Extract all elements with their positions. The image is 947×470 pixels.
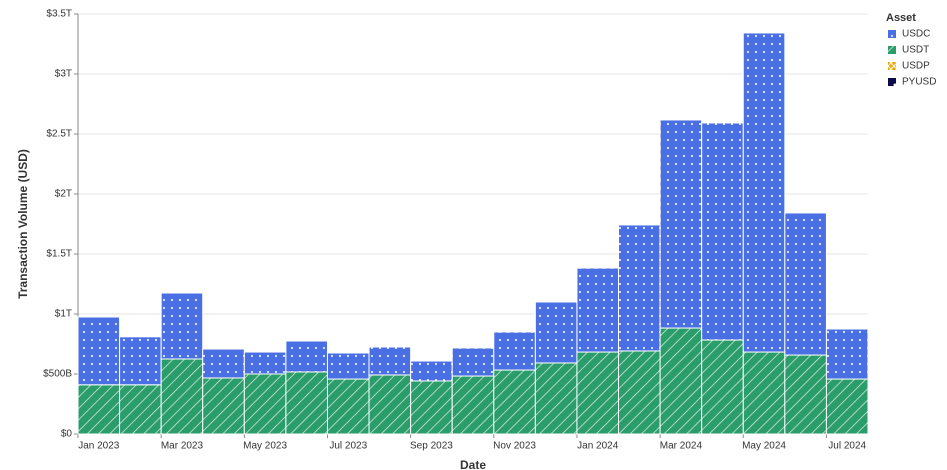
bar-pattern (743, 352, 785, 434)
bar-pattern (327, 379, 370, 434)
bar-pattern (493, 370, 536, 434)
x-tick-label: Jan 2023 (78, 441, 120, 452)
legend-label: PYUSD (902, 77, 936, 88)
bar-pattern (202, 349, 245, 378)
y-tick-label: $3T (55, 69, 72, 80)
bar-pattern (535, 302, 577, 363)
y-tick-label: $2.5T (46, 129, 72, 140)
bar-pattern (369, 347, 411, 375)
x-tick-label: Mar 2023 (161, 441, 204, 452)
bar-pattern (784, 355, 827, 434)
bar-pattern (618, 224, 661, 351)
bar-pattern (161, 293, 203, 359)
bar-pattern (78, 384, 120, 434)
legend-swatch-pattern (888, 30, 896, 38)
bar-pattern (369, 374, 411, 434)
bar-pattern (493, 332, 536, 371)
bar-pattern (410, 380, 453, 434)
bar-pattern (244, 352, 286, 374)
bar-pattern (202, 377, 245, 434)
x-tick-label: Jul 2024 (828, 441, 866, 452)
y-tick-label: $1.5T (46, 249, 72, 260)
y-tick-label: $3.5T (46, 9, 72, 20)
bar-pattern (119, 384, 162, 434)
bar-pattern (701, 122, 744, 341)
bar-pattern (285, 371, 328, 434)
bar-pattern (701, 340, 744, 434)
x-axis-title: Date (460, 458, 486, 470)
bar-pattern (161, 359, 203, 434)
bar-pattern (327, 353, 370, 380)
bar-pattern (660, 328, 702, 434)
legend-label: USDC (902, 29, 930, 40)
legend-label: USDT (902, 45, 929, 56)
bar-pattern (826, 329, 868, 380)
bar-pattern (535, 362, 577, 434)
bar-pattern (618, 350, 661, 434)
bar-pattern (410, 361, 453, 381)
bar-pattern (244, 374, 286, 434)
y-tick-label: $2T (55, 189, 72, 200)
y-tick-label: $500B (43, 369, 72, 380)
bar-pattern (285, 341, 328, 372)
x-tick-label: Nov 2023 (493, 441, 536, 452)
legend-swatch-pattern (888, 62, 896, 70)
y-tick-label: $1T (55, 309, 72, 320)
x-tick-label: Jul 2023 (329, 441, 367, 452)
x-tick-label: May 2024 (742, 441, 786, 452)
legend-swatch-pattern (888, 46, 896, 54)
legend-title: Asset (886, 12, 916, 24)
bar-pattern (743, 32, 785, 353)
y-tick-label: $0 (61, 429, 73, 440)
bar-pattern (452, 376, 494, 434)
bar-pattern (576, 352, 619, 434)
x-tick-label: Sep 2023 (410, 441, 453, 452)
legend-swatch-pattern (888, 78, 896, 86)
legend-label: USDP (902, 61, 930, 72)
x-tick-label: May 2023 (243, 441, 287, 452)
bar-pattern (576, 268, 619, 353)
bar-pattern (660, 119, 702, 329)
bar-pattern (784, 212, 827, 356)
x-tick-label: Mar 2024 (660, 441, 703, 452)
x-tick-label: Jan 2024 (577, 441, 619, 452)
bar-pattern (826, 379, 868, 434)
y-axis-title: Transaction Volume (USD) (16, 149, 30, 299)
bar-pattern (452, 347, 494, 377)
bar-pattern (78, 317, 120, 385)
bar-pattern (119, 336, 162, 385)
